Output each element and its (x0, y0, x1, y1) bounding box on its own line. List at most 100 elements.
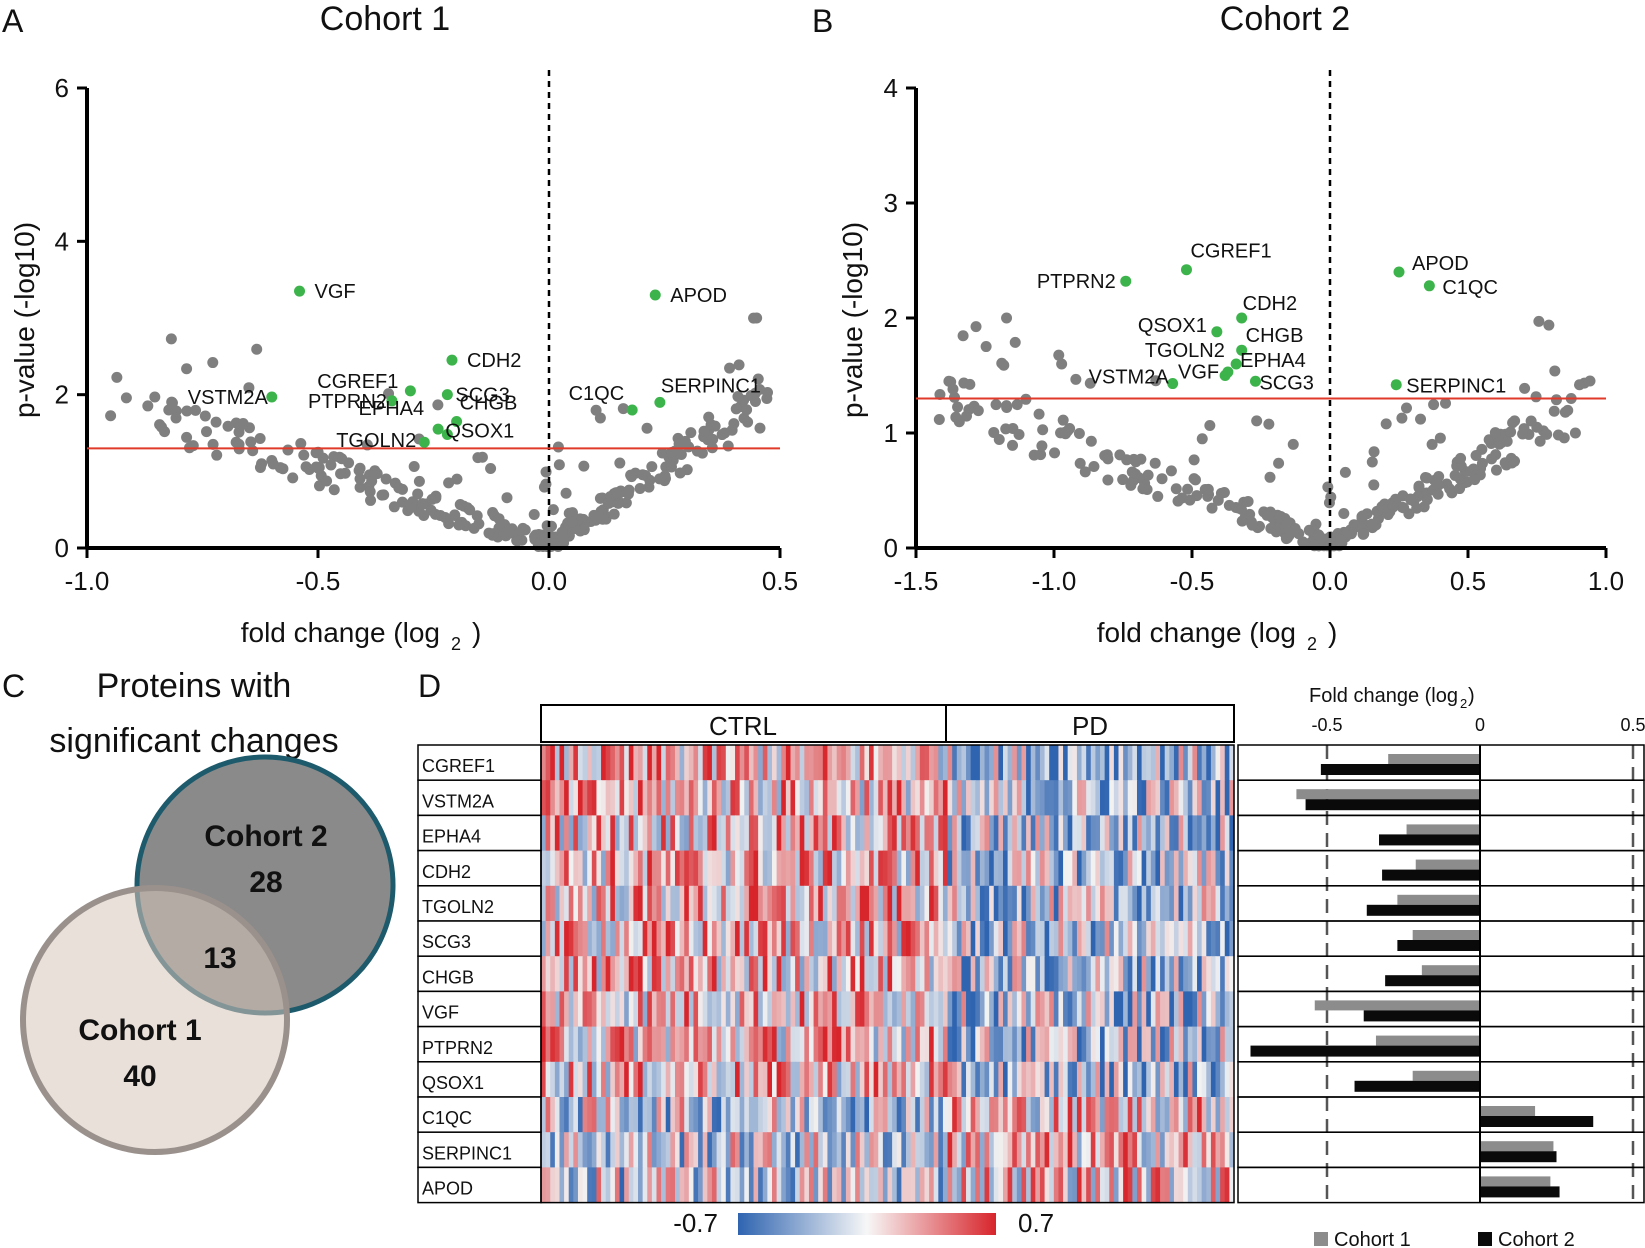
heatmap-cell (910, 885, 916, 922)
data-point (1440, 397, 1452, 409)
heatmap-cell (1039, 1026, 1046, 1063)
heatmap-cell (808, 1061, 815, 1098)
heatmap-cell (1164, 1132, 1170, 1168)
heatmap-cell (1076, 885, 1083, 922)
heatmap-cell (684, 745, 690, 781)
heatmap-cell (1229, 1132, 1235, 1168)
data-point (552, 441, 564, 453)
heatmap-cell (933, 991, 939, 1028)
heatmap-cell (864, 991, 870, 1028)
data-point (990, 399, 1002, 411)
heatmap-cell (564, 956, 570, 992)
heatmap-cell (1169, 815, 1175, 852)
data-point (412, 488, 424, 500)
bar-cohort1 (1480, 1176, 1551, 1187)
heatmap-cell (836, 1026, 842, 1063)
heatmap-cell (1063, 815, 1069, 852)
heatmap-row-label: VGF (422, 1003, 459, 1023)
heatmap-cell (1095, 1132, 1101, 1168)
heatmap-cell (767, 885, 773, 922)
heatmap-cell (869, 815, 875, 852)
heatmap-cell (568, 1167, 574, 1204)
heatmap-cell (1063, 956, 1069, 992)
data-point (354, 473, 366, 485)
heatmap-cell (970, 1026, 976, 1063)
x-axis-label: fold change (log (241, 617, 440, 648)
heatmap-cell (892, 745, 898, 781)
heatmap-cell (956, 780, 963, 816)
heatmap-cell (975, 921, 981, 957)
heatmap-cell (1210, 991, 1217, 1028)
data-point (1007, 439, 1019, 451)
heatmap-cell (929, 1167, 935, 1204)
heatmap-cell (638, 815, 644, 852)
heatmap-cell (813, 1132, 819, 1168)
heatmap-cell (601, 1167, 607, 1204)
heatmap-cell (1095, 780, 1101, 816)
heatmap-cell (795, 991, 801, 1028)
heatmap-cell (1026, 745, 1032, 781)
heatmap-cell (785, 850, 792, 887)
data-point (722, 440, 734, 452)
data-point (1137, 483, 1149, 495)
heatmap-cell (1081, 885, 1087, 922)
heatmap-cell (665, 991, 671, 1028)
heatmap-cell (1210, 1097, 1217, 1133)
heatmap-cell (1160, 745, 1166, 781)
heatmap-cell (850, 1132, 856, 1168)
heatmap-cell (952, 850, 958, 887)
heatmap-cell (1016, 850, 1023, 887)
heatmap-cell (1127, 1061, 1133, 1098)
heatmap-cell (716, 1132, 722, 1168)
heatmap-cell (1160, 956, 1166, 992)
heatmap-cell (804, 850, 810, 887)
heatmap-cell (915, 1132, 921, 1168)
heatmap-cell (1201, 956, 1207, 992)
heatmap-cell (1063, 1167, 1069, 1204)
heatmap-cell (850, 1167, 856, 1204)
heatmap-cell (1215, 921, 1221, 957)
heatmap-cell (772, 1026, 778, 1063)
heatmap-cell (656, 1026, 662, 1063)
heatmap-cell (605, 1132, 611, 1168)
point-label: VSTM2A (188, 387, 269, 409)
data-point (256, 458, 268, 470)
heatmap-cell (1183, 815, 1189, 852)
heatmap-cell (730, 1167, 736, 1204)
heatmap-cell (564, 1097, 570, 1133)
chart-title: Cohort 1 (320, 0, 450, 38)
legend-label: Cohort 1 (1334, 1229, 1411, 1248)
heatmap-cell (721, 921, 727, 957)
heatmap-cell (1109, 780, 1115, 816)
heatmap-cell (892, 815, 898, 852)
heatmap-cell (554, 1026, 561, 1063)
heatmap-cell (1109, 921, 1115, 957)
heatmap-cell (933, 1097, 939, 1133)
heatmap-cell (832, 850, 838, 887)
heatmap-cell (1081, 780, 1087, 816)
heatmap-cell (661, 815, 667, 852)
heatmap-cell (781, 1061, 787, 1098)
heatmap-cell (1072, 1026, 1078, 1063)
heatmap-cell (582, 921, 588, 957)
heatmap-cell (1201, 1132, 1207, 1168)
data-point (1165, 465, 1177, 477)
heatmap-cell (1220, 780, 1226, 816)
heatmap-cell (1197, 1167, 1203, 1204)
heatmap-cell (684, 1026, 690, 1063)
heatmap-cell (688, 1167, 695, 1204)
heatmap-cell (647, 885, 653, 922)
heatmap-cell (790, 1061, 796, 1098)
heatmap-cell (901, 1026, 907, 1063)
heatmap-cell (998, 1132, 1004, 1168)
heatmap-cell (748, 745, 755, 781)
heatmap-cell (1123, 921, 1129, 957)
heatmap-cell (739, 956, 745, 992)
heatmap-cell (688, 991, 695, 1028)
heatmap-cell (1146, 956, 1152, 992)
panel-label-c: C (2, 668, 25, 704)
row-label-box (417, 814, 542, 852)
heatmap-cell (707, 991, 713, 1028)
heatmap-cell (651, 1097, 658, 1133)
